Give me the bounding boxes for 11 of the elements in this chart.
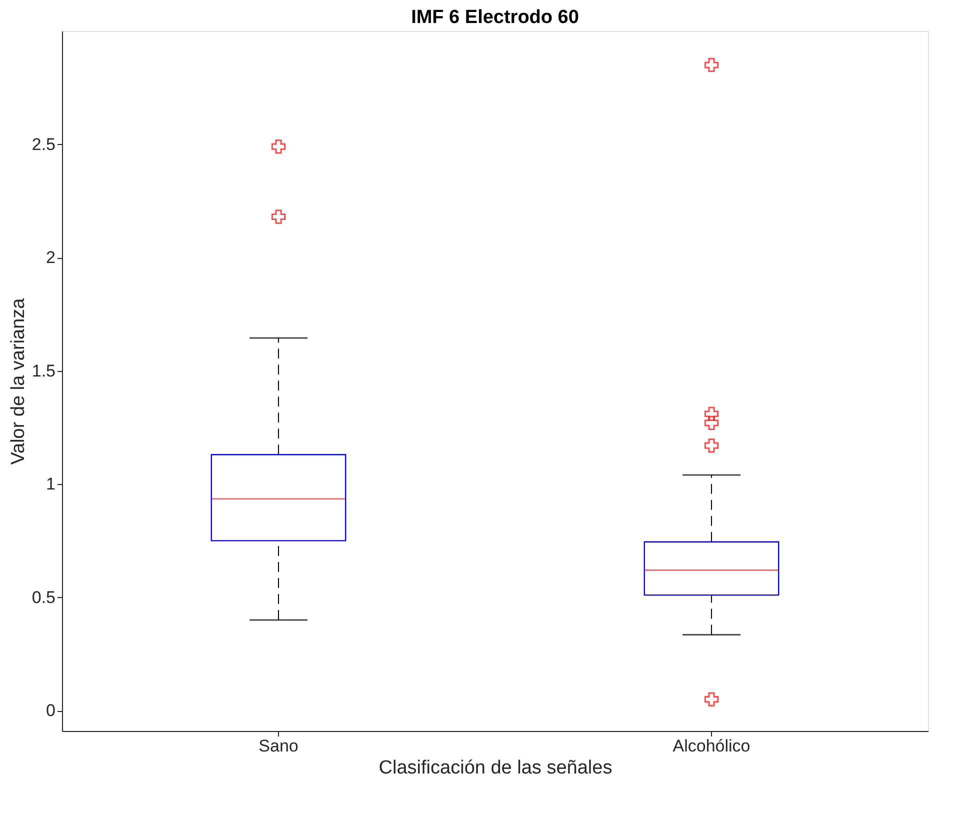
chart-title: IMF 6 Electrodo 60 xyxy=(411,7,579,28)
x-tick-label: Sano xyxy=(258,736,298,756)
x-tick-label: Alcohólico xyxy=(672,736,750,756)
y-tick-label: 1 xyxy=(46,474,56,494)
y-tick-label: 1.5 xyxy=(32,361,56,380)
y-tick-label: 2 xyxy=(46,248,56,268)
x-axis-title: Clasificación de las señales xyxy=(378,758,612,778)
y-axis-title: Valor de la varianza xyxy=(8,298,29,465)
y-tick-label: 2.5 xyxy=(32,134,56,154)
y-tick-label: 0.5 xyxy=(32,588,56,607)
y-tick-label: 0 xyxy=(46,701,56,720)
